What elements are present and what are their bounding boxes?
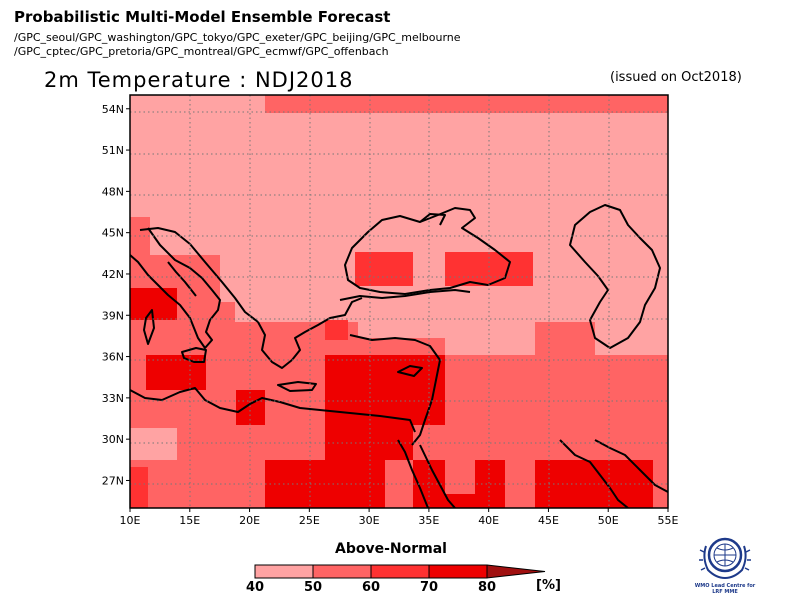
lat-tick-label: 45N xyxy=(102,227,124,240)
legend-label-80: 80 xyxy=(477,580,497,595)
lon-tick-label: 30E xyxy=(359,514,380,527)
lat-tick-label: 42N xyxy=(102,268,124,281)
lat-tick-label: 33N xyxy=(102,392,124,405)
lon-tick-label: 40E xyxy=(478,514,499,527)
coastline-italy xyxy=(130,227,221,349)
lon-tick-label: 15E xyxy=(179,514,200,527)
legend-swatch-80-plus xyxy=(486,564,546,579)
coastline-north-africa xyxy=(130,387,416,433)
issued-date: (issued on Oct2018) xyxy=(610,70,742,85)
centres-line-1: /GPC_seoul/GPC_washington/GPC_tokyo/GPC_… xyxy=(14,31,461,44)
lon-tick-label: 50E xyxy=(598,514,619,527)
coastline-sardinia xyxy=(143,309,155,345)
legend-label-40: 40 xyxy=(245,580,265,595)
map-grid xyxy=(130,95,668,508)
wmo-caption: WMO Lead Centre for LRF MME xyxy=(686,583,764,595)
prob-region-70-80 xyxy=(325,355,445,460)
coastline-sicily xyxy=(181,347,207,363)
wmo-emblem-icon xyxy=(699,537,751,580)
legend-label-50: 50 xyxy=(303,580,323,595)
lat-tick-label: 30N xyxy=(102,433,124,446)
prob-region-40-50 xyxy=(130,95,668,355)
lat-tick-label: 54N xyxy=(102,103,124,116)
legend-swatch-50-60 xyxy=(312,564,372,579)
lon-axis: 10E 15E 20E 25E 30E 35E 40E 45E 50E 55E xyxy=(120,508,679,527)
page-title: Probabilistic Multi-Model Ensemble Forec… xyxy=(14,8,391,26)
lon-tick-label: 35E xyxy=(418,514,439,527)
prob-region-60-70 xyxy=(355,252,413,286)
prob-region-40-50 xyxy=(130,428,177,460)
lat-tick-label: 27N xyxy=(102,474,124,487)
lat-tick-label: 39N xyxy=(102,309,124,322)
coastline-turkey xyxy=(339,289,471,361)
coastline-persian-gulf xyxy=(559,439,668,508)
coastline-red-sea xyxy=(419,444,456,508)
coastline-crete xyxy=(277,381,317,392)
prob-region-60-70 xyxy=(130,467,148,508)
coastline-cyprus xyxy=(397,365,423,377)
coastline-crimea xyxy=(419,213,446,226)
coastline-greece xyxy=(257,297,363,369)
wmo-caption-line1: WMO Lead Centre for xyxy=(694,583,756,589)
legend-swatch-70-80 xyxy=(428,564,488,579)
legend-colorbar xyxy=(254,564,546,579)
legend-unit: [%] xyxy=(536,578,561,593)
coastline-caspian xyxy=(569,204,661,349)
centres-line-2: /GPC_cptec/GPC_pretoria/GPC_montreal/GPC… xyxy=(14,45,389,58)
prob-region-60-70 xyxy=(325,320,348,340)
coastline-black-sea xyxy=(344,207,511,295)
coastline-adriatic xyxy=(139,227,259,323)
lon-tick-label: 20E xyxy=(239,514,260,527)
legend-title: Above-Normal xyxy=(335,541,447,557)
prob-region-70-80 xyxy=(146,355,206,390)
lon-tick-label: 55E xyxy=(658,514,679,527)
coastline-red-sea-gulf-suez xyxy=(397,439,429,508)
lon-tick-label: 45E xyxy=(538,514,559,527)
legend-label-60: 60 xyxy=(361,580,381,595)
legend-swatch-60-70 xyxy=(370,564,430,579)
lon-tick-label: 10E xyxy=(120,514,141,527)
lat-tick-label: 48N xyxy=(102,185,124,198)
legend-swatch-40-50 xyxy=(254,564,314,579)
map-title: 2m Temperature : NDJ2018 xyxy=(44,68,354,92)
lat-tick-label: 36N xyxy=(102,351,124,364)
lon-tick-label: 25E xyxy=(299,514,320,527)
legend-label-70: 70 xyxy=(419,580,439,595)
lat-tick-label: 51N xyxy=(102,144,124,157)
lat-axis: 27N 30N 33N 36N 39N 42N 45N 48N 51N 54N xyxy=(102,103,130,487)
wmo-caption-line2: LRF MME xyxy=(712,589,738,595)
map-frame xyxy=(129,94,669,509)
